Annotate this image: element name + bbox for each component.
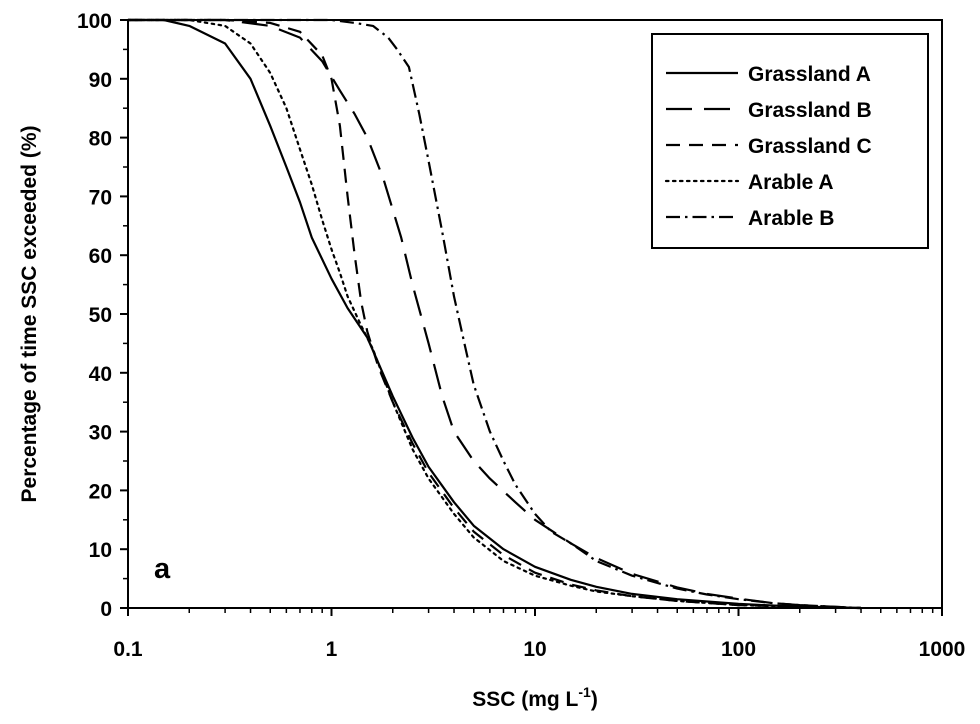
x-tick-label: 1 (326, 638, 338, 661)
legend-label-1: Grassland B (748, 99, 872, 122)
legend-items: Grassland A Grassland B Grassland C Arable … (664, 63, 872, 230)
legend-box (651, 33, 929, 249)
y-tick-label: 80 (89, 128, 112, 151)
legend-label-3: Arable A (748, 171, 834, 194)
y-tick-label: 20 (89, 480, 112, 503)
series-line-3 (126, 18, 863, 610)
y-tick-label: 60 (89, 245, 112, 268)
series-line-4 (128, 18, 862, 610)
x-axis-title-main: SSC (mg L (472, 688, 578, 711)
legend-label-4: Arable B (748, 207, 834, 230)
series-line-2 (128, 18, 862, 610)
series-line-0 (128, 18, 862, 610)
y-tick-label: 30 (89, 422, 112, 445)
x-axis-title: SSC (mg L-1) (472, 684, 598, 711)
y-tick-label: 100 (77, 10, 112, 33)
y-axis-title: Percentage of time SSC exceeded (%) (18, 126, 41, 503)
x-axis-title-end: ) (591, 688, 598, 711)
legend-label-2: Grassland C (748, 135, 872, 158)
panel-label: a (154, 553, 171, 585)
legend-label-0: Grassland A (748, 63, 871, 86)
legend: Grassland A Grassland B Grassland C Arable … (651, 33, 929, 249)
x-tick-label: 0.1 (113, 638, 143, 661)
y-tick-label: 0 (100, 598, 112, 621)
y-tick-label: 50 (89, 304, 112, 327)
x-tick-label: 100 (721, 638, 756, 661)
y-axis: 0 10 20 30 40 50 60 70 80 90 100 (77, 10, 128, 621)
x-axis: 0.1 1 10 100 1000 (113, 608, 965, 661)
y-tick-label: 10 (89, 539, 112, 562)
x-tick-label: 10 (523, 638, 546, 661)
series-line-1 (128, 18, 862, 610)
x-tick-label: 1000 (919, 638, 966, 661)
x-axis-title-sup: -1 (578, 684, 591, 700)
y-tick-label: 90 (89, 69, 112, 92)
series-layer (126, 18, 863, 610)
y-tick-label: 70 (89, 186, 112, 209)
y-tick-label: 40 (89, 363, 112, 386)
